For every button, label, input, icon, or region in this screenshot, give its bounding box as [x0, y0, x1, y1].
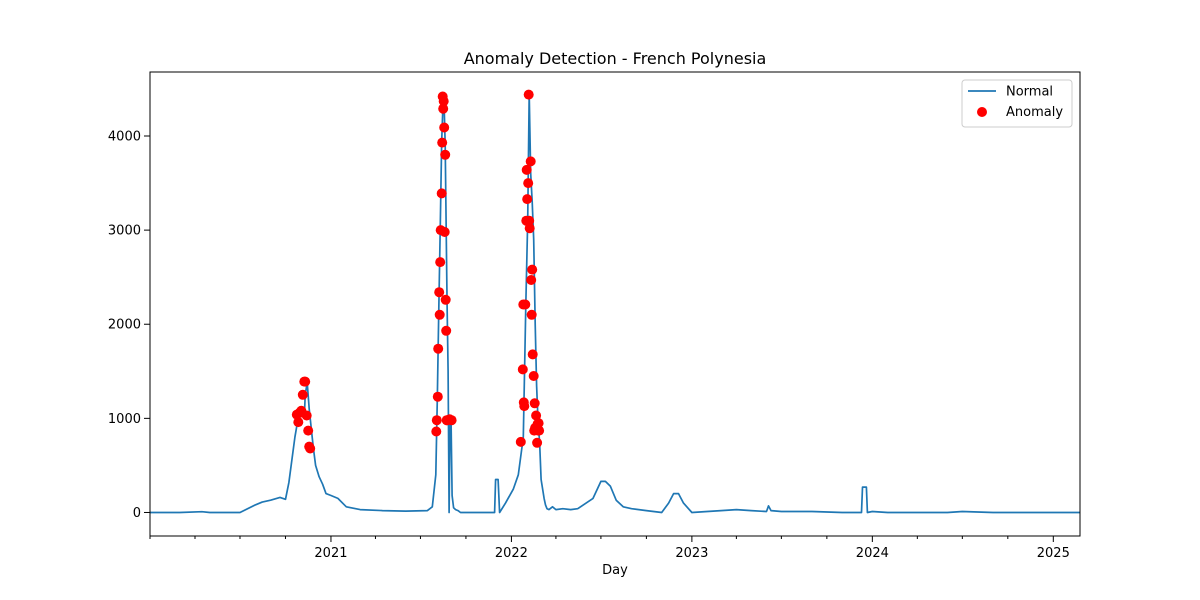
anomaly-point: [521, 164, 532, 175]
anomaly-point: [438, 103, 449, 114]
y-tick-label: 1000: [108, 412, 141, 427]
x-tick-label: 2024: [856, 546, 889, 561]
anomaly-point: [522, 194, 533, 205]
anomaly-point: [432, 391, 443, 402]
anomaly-point: [532, 437, 543, 448]
anomaly-point: [431, 415, 442, 426]
anomaly-point: [533, 418, 544, 429]
x-tick-label: 2021: [314, 546, 347, 561]
y-tick-label: 3000: [108, 224, 141, 239]
anomaly-point: [437, 137, 448, 148]
x-axis: 2021 2022 2023 2024 2025: [149, 536, 1070, 561]
anomaly-point: [519, 401, 530, 412]
anomaly-point: [433, 343, 444, 354]
plot-frame: [149, 71, 1081, 537]
legend-normal-label: Normal: [1006, 85, 1053, 100]
anomaly-point: [523, 178, 534, 189]
anomaly-point: [526, 309, 537, 320]
y-tick-label: 4000: [108, 130, 141, 145]
x-tick-label: 2022: [495, 546, 528, 561]
anomaly-point: [525, 156, 536, 167]
anomaly-point: [520, 299, 531, 310]
anomaly-point: [528, 371, 539, 381]
x-axis-label: Day: [602, 563, 628, 578]
anomaly-point: [515, 436, 526, 447]
anomaly-point: [523, 89, 534, 100]
anomaly-point: [527, 264, 538, 275]
anomaly-point: [526, 275, 537, 285]
anomaly-point: [435, 257, 446, 268]
anomaly-point: [527, 349, 538, 360]
anomaly-point: [431, 426, 442, 437]
plot-area: [150, 89, 1080, 514]
anomaly-point: [434, 309, 445, 320]
y-tick-label: 2000: [108, 318, 141, 333]
anomaly-point: [531, 410, 542, 421]
anomaly-point: [529, 398, 540, 409]
legend-anomaly-swatch: [977, 107, 987, 117]
anomaly-point: [293, 417, 304, 428]
anomaly-point: [446, 415, 457, 426]
anomaly-point: [434, 287, 445, 298]
anomaly-series-points: [291, 89, 545, 454]
anomaly-point: [438, 96, 449, 107]
anomaly-point: [441, 325, 452, 336]
anomaly-point: [440, 294, 451, 305]
anomaly-point: [534, 425, 545, 436]
anomaly-point: [517, 364, 528, 375]
chart-title: Anomaly Detection - French Polynesia: [464, 49, 767, 68]
legend: Normal Anomaly: [961, 79, 1073, 128]
anomaly-point: [297, 389, 308, 400]
anomaly-point: [440, 149, 451, 160]
x-tick-label: 2023: [675, 546, 708, 561]
anomaly-point: [524, 223, 535, 234]
legend-anomaly-label: Anomaly: [1006, 105, 1063, 120]
x-tick-label: 2025: [1037, 546, 1070, 561]
anomaly-point: [439, 227, 450, 237]
anomaly-point: [305, 443, 316, 454]
anomaly-point: [524, 215, 535, 226]
anomaly-point: [303, 425, 314, 436]
anomaly-point: [300, 376, 311, 387]
anomaly-point: [301, 410, 312, 421]
anomaly-point: [436, 188, 447, 199]
y-axis: 0 1000 2000 3000 4000: [108, 130, 150, 521]
y-tick-label: 0: [133, 506, 141, 521]
anomaly-point: [439, 122, 450, 133]
